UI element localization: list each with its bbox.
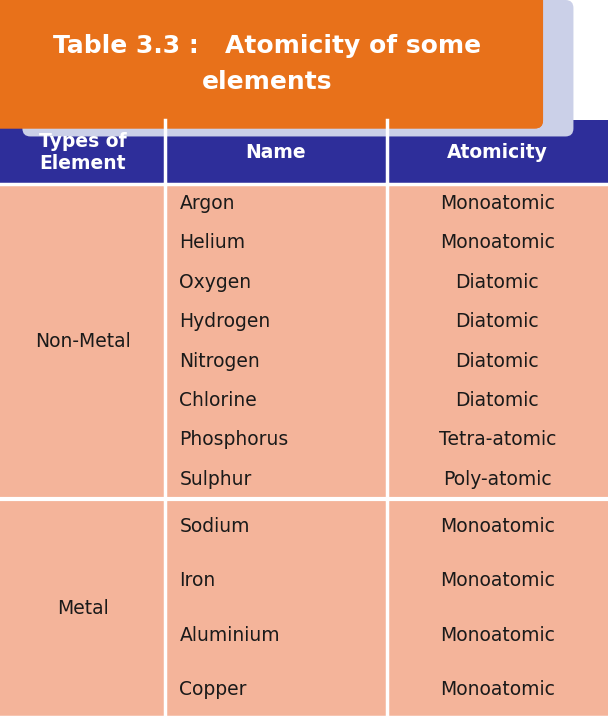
Text: Poly-atomic: Poly-atomic bbox=[443, 470, 551, 489]
Text: Monoatomic: Monoatomic bbox=[440, 626, 554, 645]
Text: Argon: Argon bbox=[179, 194, 235, 213]
Text: Aluminium: Aluminium bbox=[179, 626, 280, 645]
Text: Sulphur: Sulphur bbox=[179, 470, 252, 489]
Text: Tetra-atomic: Tetra-atomic bbox=[438, 430, 556, 450]
Text: Table 3.3 :   Atomicity of some: Table 3.3 : Atomicity of some bbox=[54, 34, 482, 58]
Text: Iron: Iron bbox=[179, 571, 216, 590]
Text: Name: Name bbox=[246, 143, 306, 161]
Text: Nitrogen: Nitrogen bbox=[179, 351, 260, 371]
Text: Sodium: Sodium bbox=[179, 517, 250, 536]
Text: Copper: Copper bbox=[179, 680, 247, 699]
Text: Helium: Helium bbox=[179, 233, 246, 252]
Text: Chlorine: Chlorine bbox=[179, 391, 257, 410]
FancyBboxPatch shape bbox=[22, 0, 573, 136]
Bar bbox=[0, 184, 608, 499]
Text: Monoatomic: Monoatomic bbox=[440, 233, 554, 252]
Text: Monoatomic: Monoatomic bbox=[440, 680, 554, 699]
Text: Phosphorus: Phosphorus bbox=[179, 430, 289, 450]
Text: Monoatomic: Monoatomic bbox=[440, 571, 554, 590]
Bar bbox=[0, 499, 608, 717]
Text: elements: elements bbox=[202, 70, 333, 94]
Text: Types of
Element: Types of Element bbox=[39, 131, 126, 173]
Text: Monoatomic: Monoatomic bbox=[440, 194, 554, 213]
Text: Oxygen: Oxygen bbox=[179, 272, 252, 292]
Text: Hydrogen: Hydrogen bbox=[179, 312, 271, 331]
FancyBboxPatch shape bbox=[0, 0, 543, 128]
Text: Diatomic: Diatomic bbox=[455, 312, 539, 331]
Text: Metal: Metal bbox=[57, 599, 109, 617]
Text: Atomicity: Atomicity bbox=[447, 143, 548, 161]
Text: Diatomic: Diatomic bbox=[455, 272, 539, 292]
Text: Diatomic: Diatomic bbox=[455, 391, 539, 410]
Text: Non-Metal: Non-Metal bbox=[35, 332, 131, 351]
Bar bbox=[0, 120, 608, 184]
Text: Diatomic: Diatomic bbox=[455, 351, 539, 371]
Text: Monoatomic: Monoatomic bbox=[440, 517, 554, 536]
FancyBboxPatch shape bbox=[0, 0, 543, 128]
